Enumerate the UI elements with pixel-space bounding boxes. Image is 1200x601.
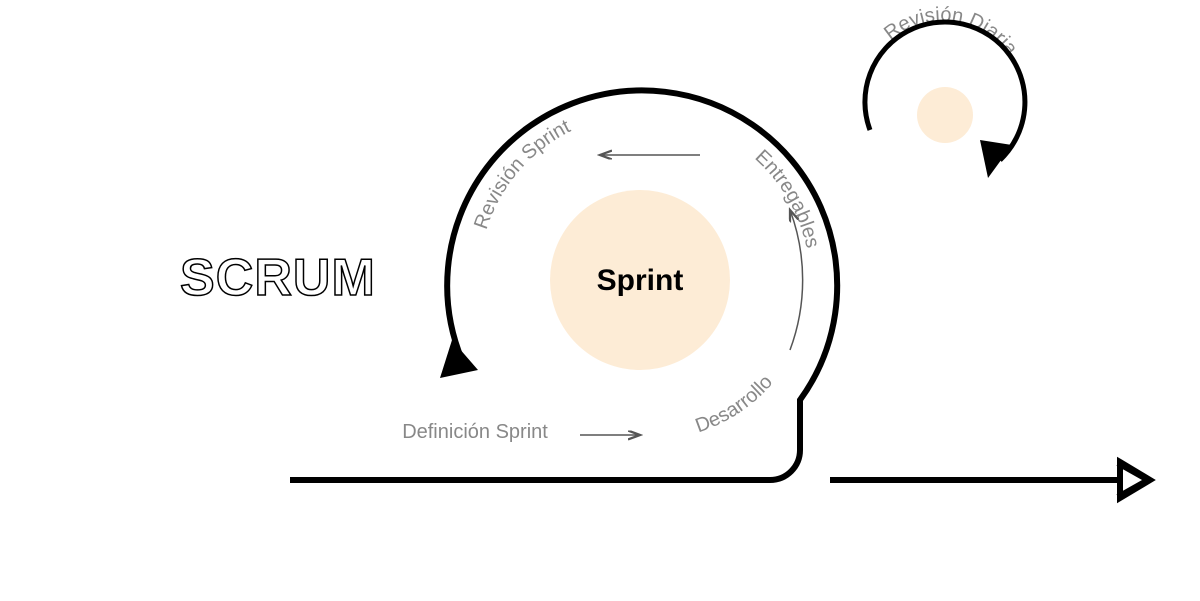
- label-definicion-sprint: Definición Sprint: [402, 421, 548, 443]
- scrum-diagram: SCRUM Sprint Revisión Sprint Entregables…: [0, 0, 1200, 601]
- daily-circle: [917, 87, 973, 143]
- label-sprint: Sprint: [597, 264, 684, 297]
- title-scrum: SCRUM: [180, 249, 376, 307]
